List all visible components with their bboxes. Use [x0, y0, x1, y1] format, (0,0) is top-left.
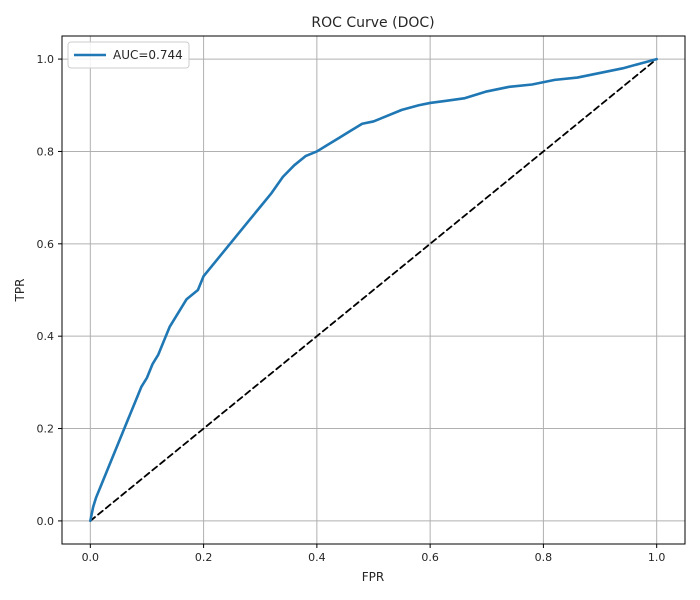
x-tick-label: 0.0	[82, 551, 100, 564]
y-tick-label: 0.6	[37, 238, 55, 251]
ticks: 0.0 0.2 0.4 0.6 0.8 1.0 0.0 0.2 0.4 0.6 0.8 1.0	[37, 53, 666, 564]
x-tick-label: 0.8	[535, 551, 553, 564]
y-tick-label: 0.2	[37, 423, 55, 436]
x-tick-label: 0.4	[308, 551, 326, 564]
roc-curve-line	[89, 57, 658, 523]
plot-frame	[61, 35, 686, 545]
x-tick-label: 0.6	[421, 551, 439, 564]
legend: AUC=0.744	[67, 41, 190, 69]
chart-title: ROC Curve (DOC)	[311, 15, 434, 31]
y-tick-label: 0.0	[37, 515, 55, 528]
x-tick-label: 1.0	[648, 551, 666, 564]
legend-label: AUC=0.744	[113, 48, 183, 62]
y-tick-label: 1.0	[37, 53, 55, 66]
legend-box	[67, 41, 190, 69]
x-tick-label: 0.2	[195, 551, 213, 564]
y-axis-label: TPR	[13, 279, 27, 303]
chance-diagonal-line	[89, 58, 658, 522]
y-tick-label: 0.4	[37, 330, 55, 343]
x-axis-label: FPR	[362, 570, 384, 584]
y-tick-label: 0.8	[37, 145, 55, 158]
series-layer	[89, 57, 658, 523]
